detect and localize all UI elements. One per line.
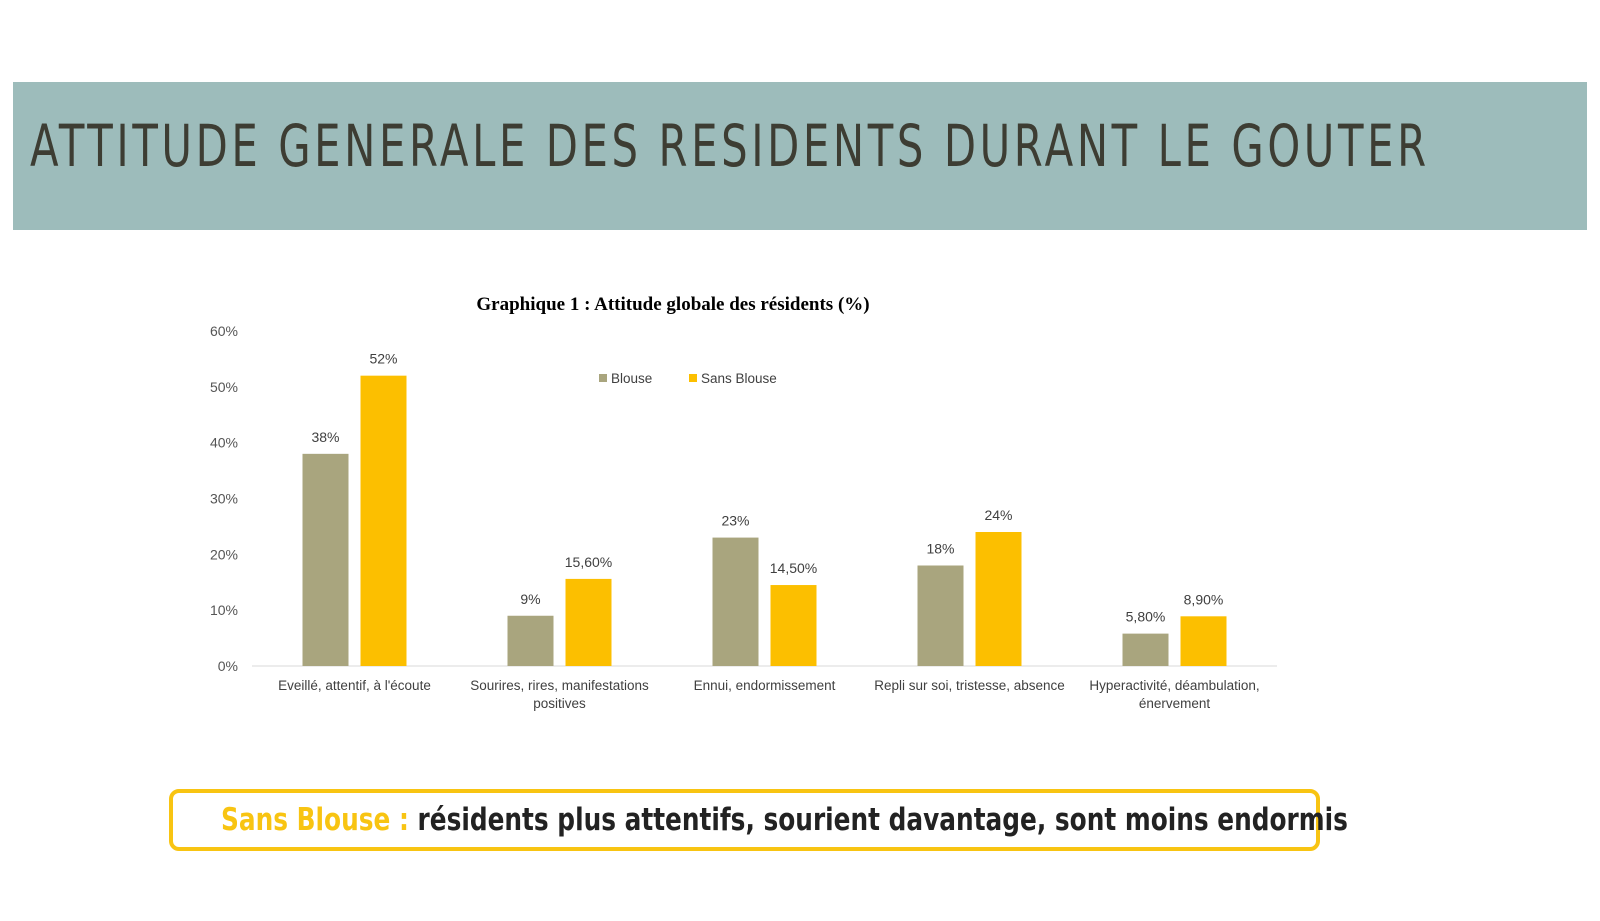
data-label: 8,90% [1184, 591, 1224, 607]
data-label: 38% [311, 429, 339, 445]
bar-1-4 [1180, 616, 1227, 666]
legend-swatch-1 [689, 374, 697, 382]
x-tick-label: Sourires, rires, manifestations [470, 678, 649, 693]
x-tick-label: Hyperactivité, déambulation, [1089, 678, 1259, 693]
y-tick-label: 0% [218, 658, 238, 674]
bar-0-0 [302, 453, 349, 666]
conclusion-callout: Sans Blouse : résidents plus attentifs, … [169, 789, 1348, 851]
x-tick-label: positives [533, 696, 586, 711]
title-band [13, 82, 1587, 230]
y-tick-label: 10% [210, 602, 238, 618]
data-label: 23% [721, 513, 749, 529]
data-label: 15,60% [565, 554, 612, 570]
bar-1-0 [360, 375, 407, 666]
bar-0-1 [507, 615, 554, 666]
legend-label: Blouse [611, 371, 652, 386]
data-label: 24% [984, 507, 1012, 523]
y-tick-label: 30% [210, 491, 238, 507]
data-label: 9% [520, 591, 540, 607]
chart-title: Graphique 1 : Attitude globale des résid… [476, 294, 869, 315]
callout-highlight: Sans Blouse : [221, 802, 409, 838]
bar-0-2 [712, 537, 759, 666]
legend-swatch-0 [599, 374, 607, 382]
data-label: 5,80% [1126, 609, 1166, 625]
data-label: 18% [926, 541, 954, 557]
bar-1-2 [770, 585, 817, 666]
data-label: 14,50% [770, 560, 817, 576]
x-tick-label: Eveillé, attentif, à l'écoute [278, 678, 431, 693]
slide-title: ATTITUDE GENERALE DES RESIDENTS DURANT L… [30, 112, 1430, 180]
data-label: 52% [369, 351, 397, 367]
x-tick-label: Ennui, endormissement [694, 678, 836, 693]
legend-label: Sans Blouse [701, 371, 777, 386]
bar-1-1 [565, 578, 612, 666]
y-tick-label: 60% [210, 323, 238, 339]
y-tick-label: 50% [210, 379, 238, 395]
bar-1-3 [975, 532, 1022, 666]
y-tick-label: 40% [210, 435, 238, 451]
bar-0-4 [1122, 633, 1169, 666]
callout-text: Sans Blouse : résidents plus attentifs, … [221, 802, 1348, 838]
bar-0-3 [917, 565, 964, 666]
x-tick-label: énervement [1139, 696, 1211, 711]
callout-body: résidents plus attentifs, sourient davan… [408, 802, 1348, 838]
x-tick-label: Repli sur soi, tristesse, absence [874, 678, 1065, 693]
y-tick-label: 20% [210, 546, 238, 562]
bar-chart: Graphique 1 : Attitude globale des résid… [210, 294, 1277, 711]
